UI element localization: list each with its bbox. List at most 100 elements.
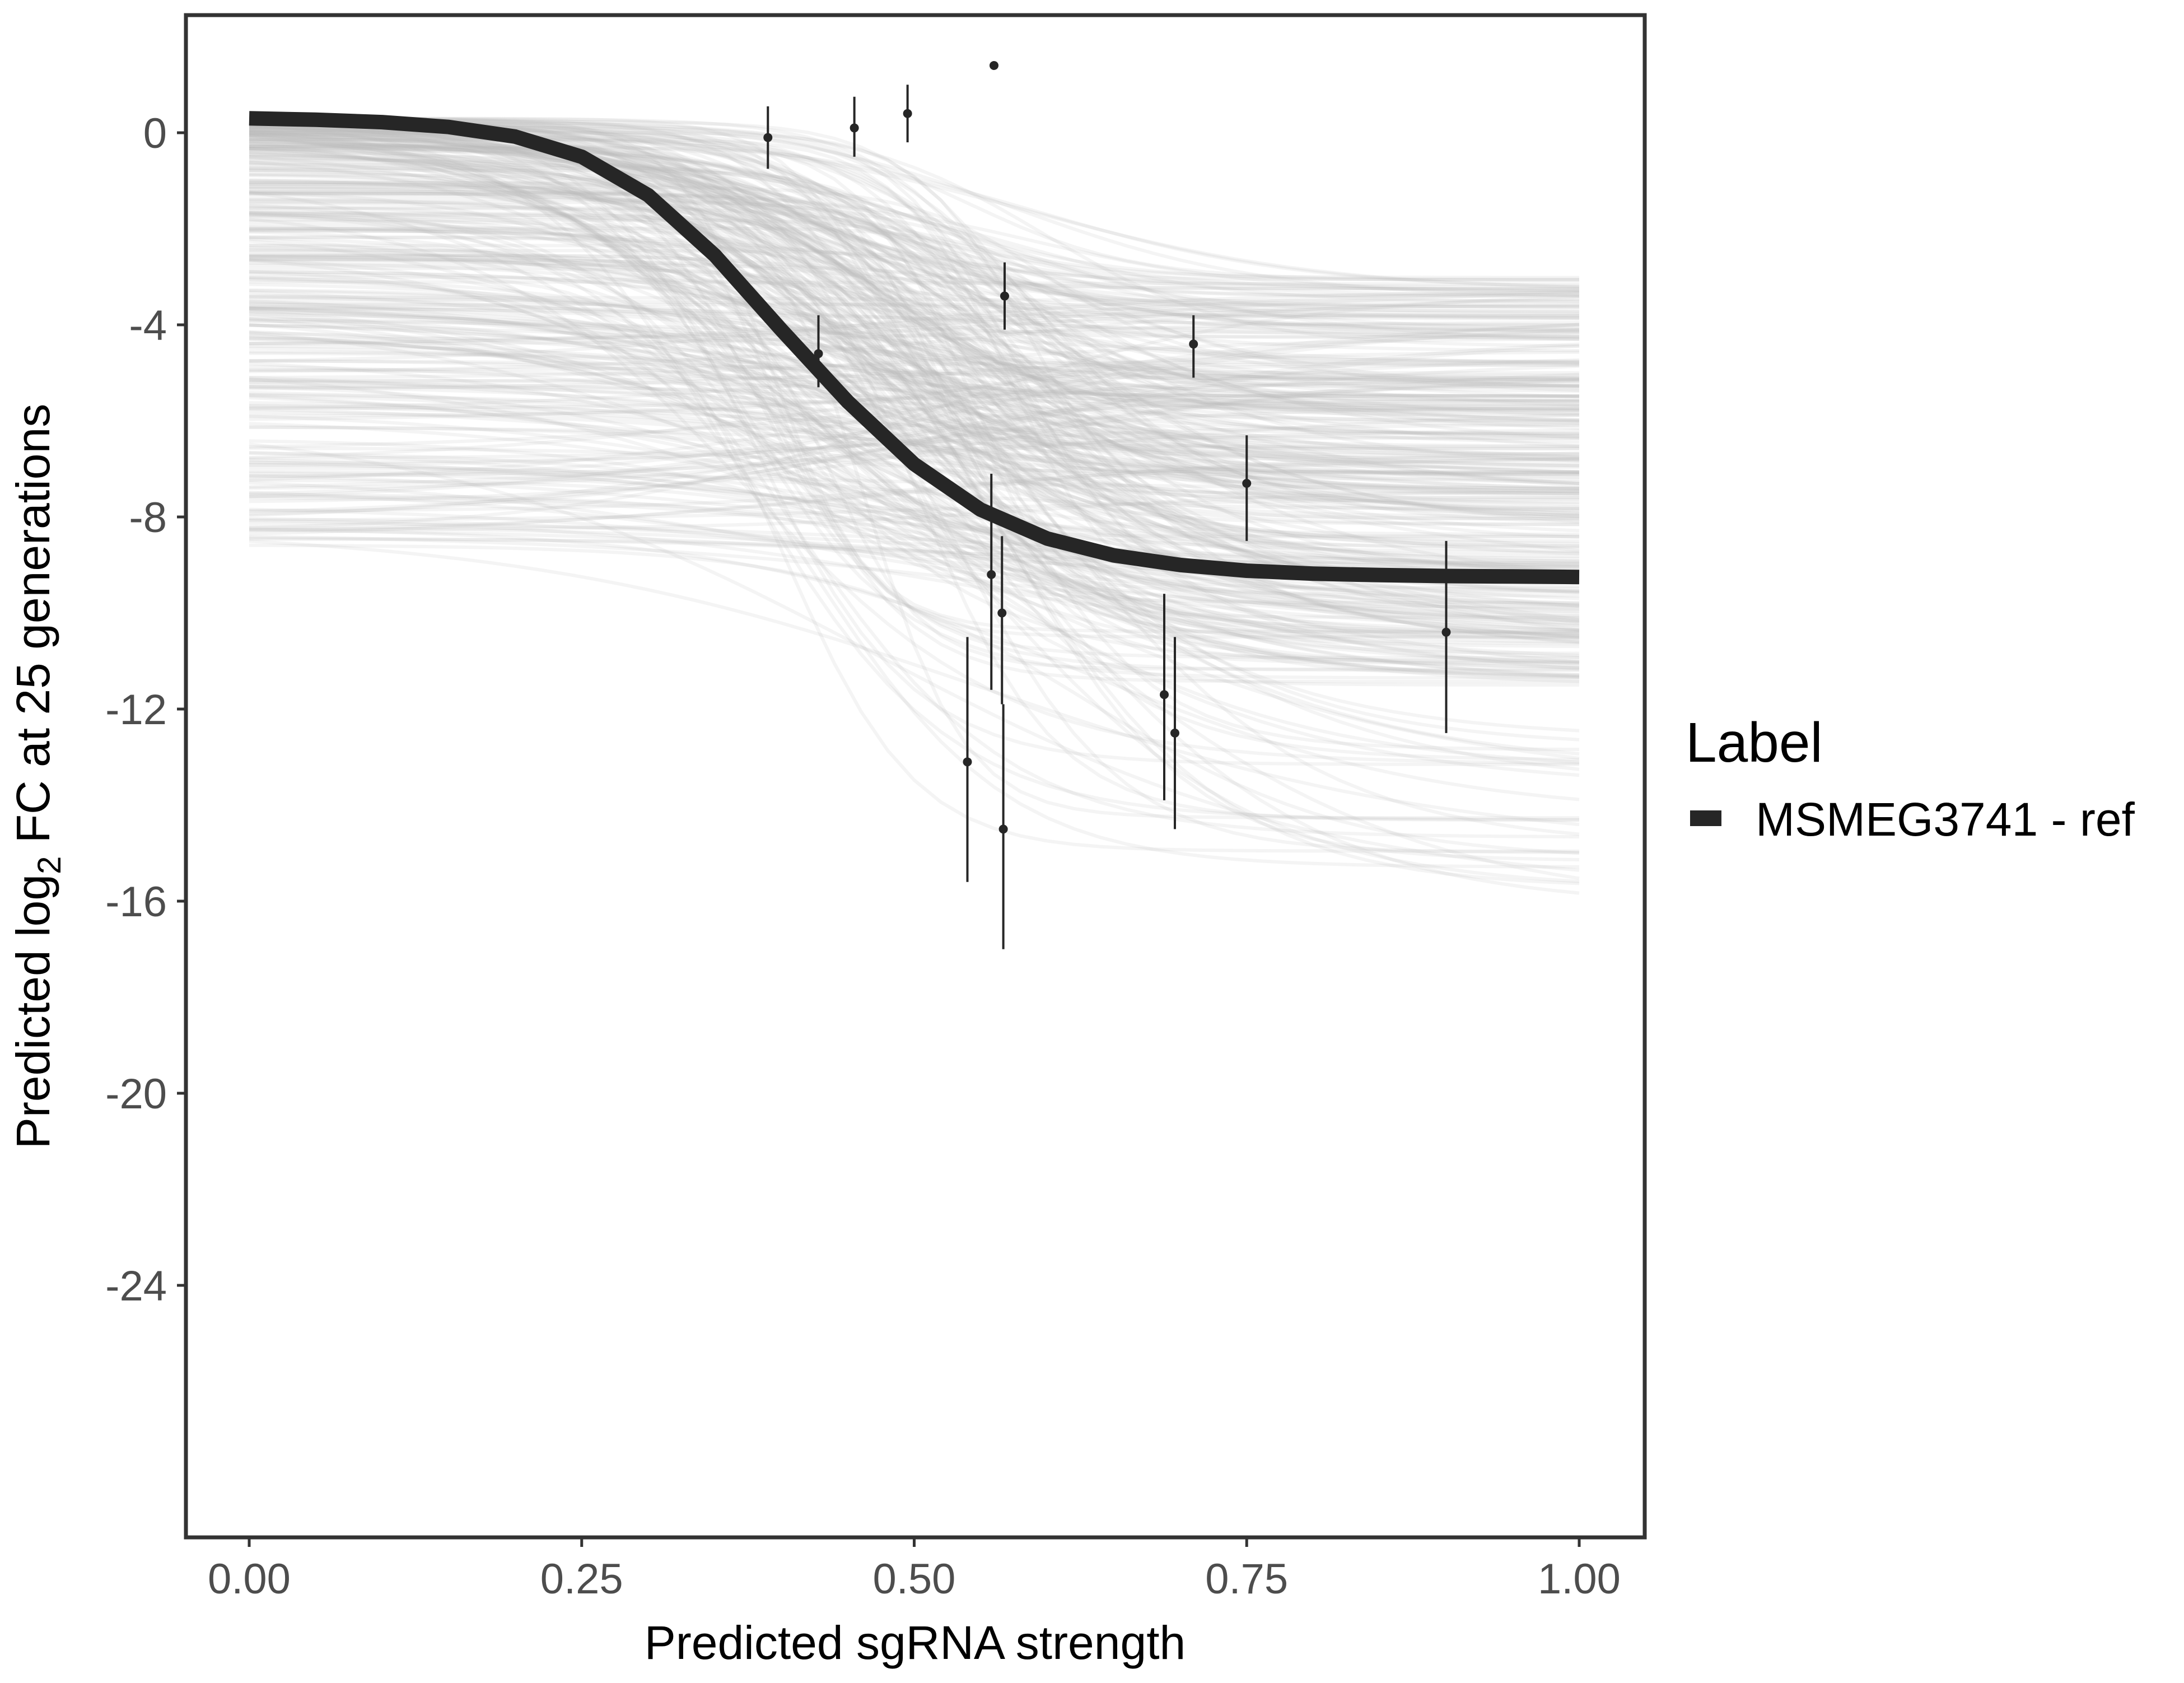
posterior-draw-line <box>249 278 1580 883</box>
posterior-draw-line <box>249 144 1579 407</box>
posterior-draw-line <box>249 254 1579 538</box>
posterior-draw-line <box>249 162 1579 450</box>
y-tick-label: -16 <box>105 878 167 926</box>
posterior-draw-line <box>249 253 1580 321</box>
posterior-draw-line <box>249 460 1580 553</box>
posterior-draw-line <box>249 212 1579 590</box>
posterior-draw-line <box>249 312 1580 679</box>
posterior-draw-line <box>249 192 1579 619</box>
posterior-draw-line <box>249 129 1580 468</box>
posterior-draw-line <box>249 306 1580 327</box>
posterior-draw-line <box>249 168 1580 636</box>
posterior-draw-line <box>249 142 1580 392</box>
posterior-draw-line <box>249 146 1580 610</box>
data-point <box>1242 478 1252 488</box>
posterior-draw-line <box>249 201 1579 375</box>
posterior-draw-line <box>249 128 1580 334</box>
posterior-draw-line <box>249 517 1580 563</box>
posterior-draw-line <box>249 125 1580 294</box>
posterior-draw-line <box>249 306 1580 486</box>
posterior-draw-line <box>249 378 1580 412</box>
posterior-draw-line <box>249 144 1580 637</box>
posterior-draw-line <box>249 496 1580 623</box>
posterior-draw-line <box>249 211 1579 569</box>
posterior-draw-line <box>249 321 1580 346</box>
x-tick-label: 0.00 <box>208 1555 291 1603</box>
posterior-draw-line <box>249 139 1580 518</box>
posterior-draw-line <box>249 425 1580 459</box>
posterior-draw-line <box>249 414 1580 664</box>
posterior-draw-line <box>249 166 1579 672</box>
posterior-draw-line <box>249 123 1580 526</box>
posterior-draw-line <box>249 368 1580 412</box>
posterior-draw-line <box>249 229 1580 861</box>
posterior-draw-line <box>249 211 1580 387</box>
data-point <box>998 824 1008 834</box>
posterior-draw-line <box>249 214 1580 895</box>
posterior-draw-line <box>249 391 1580 491</box>
posterior-draw-line <box>249 149 1580 640</box>
posterior-draw-line <box>249 158 1579 282</box>
posterior-draw-line <box>249 344 1580 631</box>
posterior-draw-line <box>249 186 1579 539</box>
posterior-draw-line <box>249 144 1580 440</box>
observed-points <box>763 60 1451 949</box>
posterior-draw-line <box>249 254 1579 671</box>
posterior-draw-line <box>249 439 1580 764</box>
posterior-draw-line <box>249 117 1580 297</box>
data-point <box>1441 627 1451 637</box>
posterior-draw-line <box>249 309 1580 777</box>
posterior-draw-line <box>249 259 1580 363</box>
y-tick-label: -24 <box>105 1262 167 1310</box>
posterior-draw-line <box>249 185 1580 367</box>
posterior-draw-line <box>249 270 1580 496</box>
posterior-draw-line <box>249 289 1580 448</box>
posterior-draw-line <box>249 422 1580 568</box>
posterior-draw-line <box>249 235 1579 291</box>
posterior-draw-line <box>249 539 1580 827</box>
posterior-draw-line <box>249 385 1580 641</box>
data-point <box>763 133 773 142</box>
posterior-draw-line <box>249 222 1579 683</box>
posterior-draw-line <box>249 137 1580 463</box>
posterior-draw-line <box>249 535 1580 632</box>
posterior-draw-line <box>249 263 1580 309</box>
posterior-draw-line <box>249 313 1580 425</box>
posterior-draw-line <box>249 379 1580 474</box>
posterior-draw-line <box>249 227 1579 665</box>
posterior-draw-line <box>249 130 1580 563</box>
x-axis-title: Predicted sgRNA strength <box>645 1616 1186 1669</box>
posterior-draw-line <box>249 182 1580 389</box>
posterior-draw-line <box>249 215 1579 663</box>
posterior-draw-line <box>249 336 1580 624</box>
x-axis: 0.00 0.25 0.50 0.75 1.00 <box>208 1539 1621 1603</box>
posterior-draw-line <box>249 123 1580 822</box>
posterior-draw-line <box>249 377 1580 760</box>
posterior-draw-line <box>249 295 1580 530</box>
posterior-draw-line <box>249 166 1579 500</box>
posterior-draw-line <box>249 302 1579 307</box>
posterior-draw-line <box>249 230 1580 537</box>
posterior-draw-line <box>249 220 1580 655</box>
posterior-draw-line <box>249 481 1580 616</box>
posterior-draw-line <box>249 543 1580 855</box>
y-axis-title: Predicted log2 FC at 25 generations <box>7 404 68 1149</box>
posterior-draw-line <box>249 497 1580 522</box>
posterior-draw-line <box>249 146 1579 609</box>
posterior-draw-line <box>249 137 1580 388</box>
posterior-draw-line <box>249 295 1579 303</box>
posterior-draw-line <box>249 362 1580 668</box>
posterior-draw-line <box>249 122 1580 635</box>
posterior-draw-line <box>249 385 1580 423</box>
posterior-draw-line <box>249 288 1580 398</box>
posterior-draw-line <box>249 396 1580 640</box>
posterior-draw-line <box>249 250 1580 448</box>
posterior-draw-line <box>249 116 1579 331</box>
posterior-draw-line <box>249 213 1579 403</box>
posterior-draw-line <box>249 138 1579 635</box>
legend: Label MSMEG3741 - ref <box>1686 711 2135 846</box>
posterior-draw-line <box>249 146 1580 309</box>
posterior-draw-line <box>249 226 1579 281</box>
posterior-draw-line <box>249 372 1580 467</box>
posterior-draw-line <box>249 394 1580 638</box>
